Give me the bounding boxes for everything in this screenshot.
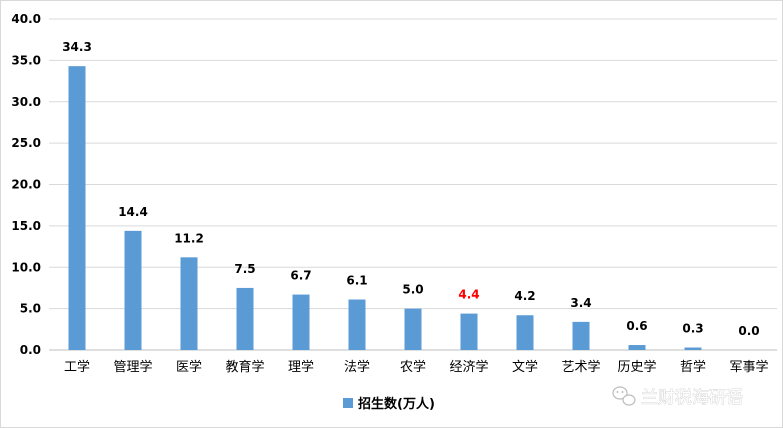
- x-tick-label: 历史学: [617, 359, 656, 375]
- data-label: 4.4: [458, 288, 479, 302]
- grid-lines: [49, 18, 777, 351]
- bar: [684, 347, 702, 350]
- bar: [68, 66, 86, 350]
- y-tick-label: 25.0: [11, 136, 41, 150]
- legend-swatch: [343, 398, 353, 408]
- data-label: 0.0: [738, 324, 759, 338]
- x-tick-label: 教育学: [225, 359, 264, 375]
- bars: [68, 66, 702, 350]
- data-label: 11.2: [174, 231, 204, 245]
- y-axis: 0.0 5.0 10.0 15.0 20.0 25.0 30.0 35.0 40.0: [11, 12, 41, 357]
- legend-label: 招生数(万人): [358, 396, 435, 412]
- bar: [628, 345, 646, 350]
- y-tick-label: 0.0: [20, 343, 41, 357]
- y-tick-label: 10.0: [11, 260, 41, 274]
- watermark: 兰财税海研语: [612, 386, 743, 408]
- y-tick-label: 15.0: [11, 219, 41, 233]
- bar: [292, 294, 310, 350]
- x-tick-label: 哲学: [680, 359, 706, 375]
- bar: [404, 308, 422, 350]
- data-label: 0.6: [626, 319, 647, 333]
- data-label: 3.4: [570, 296, 591, 310]
- data-labels: 34.3 14.4 11.2 7.5 6.7 6.1 5.0 4.4 4.2 3.4 0.6 0.3 0…: [62, 40, 759, 338]
- y-tick-label: 40.0: [11, 12, 41, 26]
- x-tick-label: 医学: [176, 359, 202, 375]
- bar: [124, 230, 142, 350]
- x-tick-label: 农学: [400, 359, 426, 375]
- data-label: 7.5: [234, 262, 255, 276]
- data-label: 14.4: [118, 205, 148, 219]
- bar: [516, 315, 534, 350]
- watermark-text: 兰财税海研语: [641, 388, 743, 408]
- data-label: 6.1: [346, 274, 367, 288]
- x-tick-label: 文学: [512, 359, 538, 375]
- data-label: 5.0: [402, 283, 423, 297]
- x-axis: 工学 管理学 医学 教育学 理学 法学 农学 经济学 文学 艺术学 历史学 哲学 军事学: [64, 359, 769, 375]
- y-tick-label: 30.0: [11, 95, 41, 109]
- y-tick-label: 20.0: [11, 178, 41, 192]
- y-tick-label: 5.0: [20, 302, 41, 316]
- x-tick-label: 经济学: [449, 359, 488, 375]
- bar: [236, 287, 254, 350]
- bar: [572, 321, 590, 350]
- y-tick-label: 35.0: [11, 53, 41, 67]
- x-tick-label: 军事学: [729, 359, 768, 375]
- bar: [460, 313, 478, 350]
- x-tick-label: 理学: [288, 359, 314, 375]
- bar: [348, 299, 366, 350]
- x-tick-label: 管理学: [113, 359, 152, 375]
- data-label: 4.2: [514, 289, 535, 303]
- data-label: 34.3: [62, 40, 92, 54]
- x-tick-label: 法学: [344, 359, 370, 375]
- data-label: 6.7: [290, 269, 311, 283]
- bar: [180, 257, 198, 350]
- data-label: 0.3: [682, 322, 703, 336]
- x-tick-label: 艺术学: [561, 359, 600, 375]
- wechat-icon: [612, 386, 636, 406]
- x-tick-label: 工学: [64, 359, 90, 375]
- legend: 招生数(万人): [343, 396, 435, 412]
